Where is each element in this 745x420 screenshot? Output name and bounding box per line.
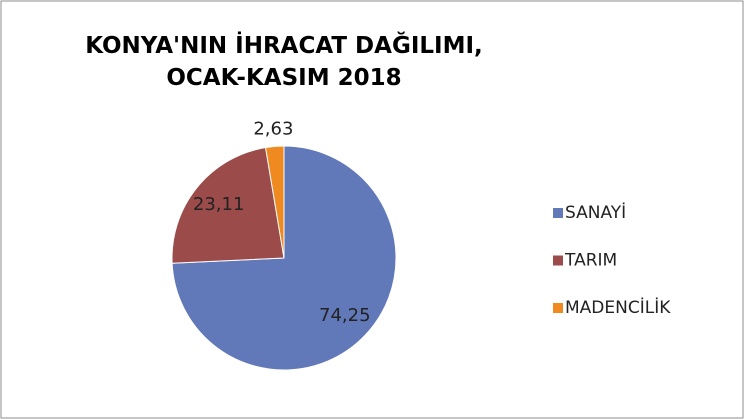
- pie-slice: [264, 145, 285, 259]
- legend-swatch: [553, 303, 563, 313]
- data-label: 2,63: [253, 119, 293, 140]
- data-label: 23,11: [193, 194, 245, 215]
- data-label: 74,25: [319, 305, 371, 326]
- pie-slice: [171, 146, 285, 264]
- legend-swatch: [553, 255, 563, 266]
- legend-swatch: [553, 208, 563, 218]
- legend-label: MADENCİLİK: [565, 297, 671, 318]
- legend-label: SANAYİ: [565, 202, 626, 223]
- chart-title: KONYA'NIN İHRACAT DAĞILIMI, OCAK-KASIM 2…: [85, 33, 483, 91]
- legend-label: TARIM: [564, 251, 617, 271]
